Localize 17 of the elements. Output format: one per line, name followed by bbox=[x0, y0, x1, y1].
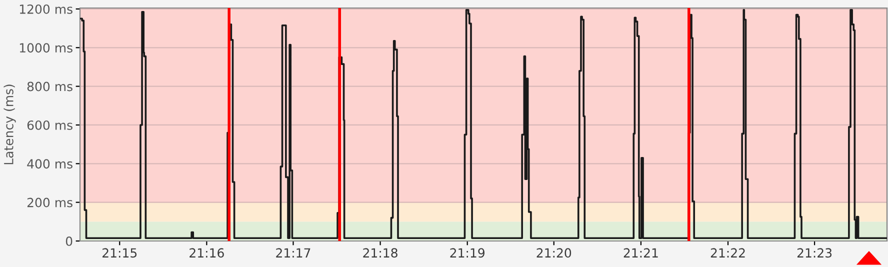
x-tick-label: 21:17 bbox=[276, 248, 310, 258]
y-tick-label: 800 ms bbox=[27, 82, 72, 92]
y-tick-label: 600 ms bbox=[27, 120, 72, 130]
x-tick-label: 21:15 bbox=[102, 248, 137, 258]
y-tick-label: 0 bbox=[66, 236, 72, 246]
y-tick-label: 1000 ms bbox=[20, 43, 72, 53]
x-tick-label: 21:23 bbox=[797, 248, 832, 258]
y-tick-label: 200 ms bbox=[27, 198, 72, 208]
y-tick-label: 1200 ms bbox=[20, 4, 72, 14]
x-tick-label: 21:22 bbox=[710, 248, 745, 258]
x-tick-label: 21:19 bbox=[450, 248, 484, 258]
y-axis-title: Latency (ms) bbox=[4, 84, 16, 164]
x-tick-label: 21:16 bbox=[190, 248, 224, 258]
x-tick-label: 21:21 bbox=[624, 248, 658, 258]
x-tick-label: 21:20 bbox=[536, 248, 572, 258]
y-tick-label: 400 ms bbox=[27, 159, 72, 169]
x-tick-label: 21:18 bbox=[363, 248, 398, 258]
